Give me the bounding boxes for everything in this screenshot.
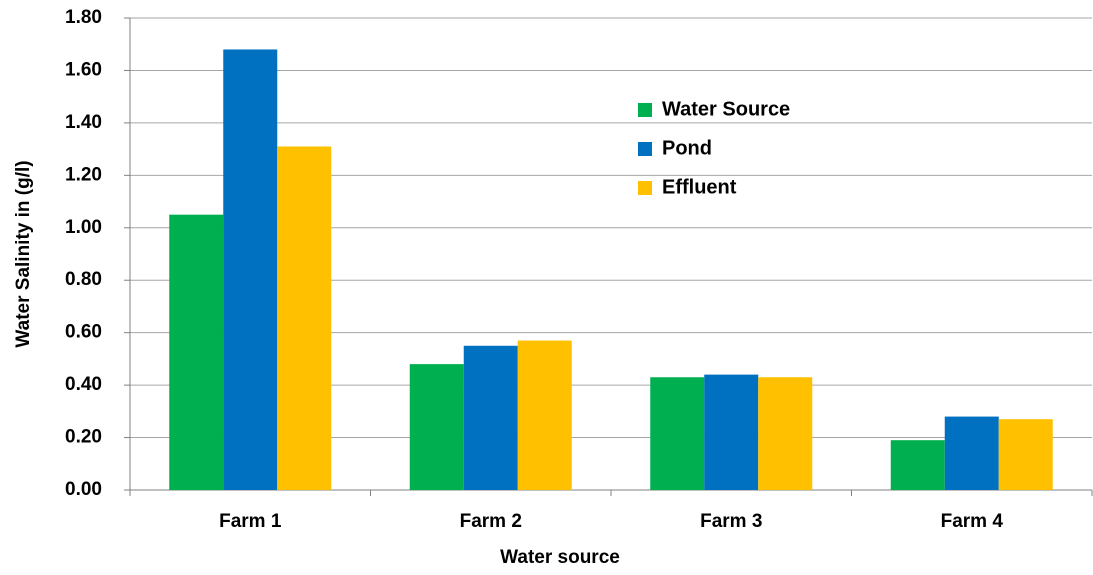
bar	[169, 214, 224, 490]
bar	[704, 374, 759, 490]
y-tick-label: 0.00	[65, 479, 102, 500]
legend-swatch	[638, 103, 652, 117]
y-tick-label: 0.20	[65, 427, 102, 448]
x-tick-label: Farm 1	[219, 511, 282, 532]
bar	[944, 416, 999, 490]
bar	[998, 419, 1053, 490]
y-tick-label: 1.20	[65, 164, 102, 185]
y-tick-label: 0.60	[65, 322, 102, 343]
y-tick-label: 0.80	[65, 269, 102, 290]
bar	[277, 146, 332, 490]
y-tick-label: 1.00	[65, 217, 102, 238]
y-tick-label: 1.80	[65, 7, 102, 28]
x-axis-title: Water source	[500, 547, 620, 568]
bar	[890, 440, 945, 490]
bar	[758, 377, 813, 490]
legend-swatch	[638, 181, 652, 195]
bar	[463, 345, 518, 490]
bar	[650, 377, 705, 490]
y-tick-label: 1.60	[65, 59, 102, 80]
x-tick-label: Farm 3	[700, 511, 762, 532]
legend-label: Effluent	[662, 176, 737, 198]
y-axis-title: Water Salinity in (g/l)	[13, 160, 34, 347]
bar	[517, 340, 572, 490]
x-tick-label: Farm 4	[941, 511, 1004, 532]
legend-label: Water Source	[662, 98, 790, 120]
bar	[409, 364, 464, 490]
bar	[223, 49, 278, 490]
y-tick-label: 1.40	[65, 112, 102, 133]
legend-label: Pond	[662, 137, 712, 159]
x-tick-label: Farm 2	[460, 511, 522, 532]
y-tick-label: 0.40	[65, 374, 102, 395]
legend-swatch	[638, 142, 652, 156]
